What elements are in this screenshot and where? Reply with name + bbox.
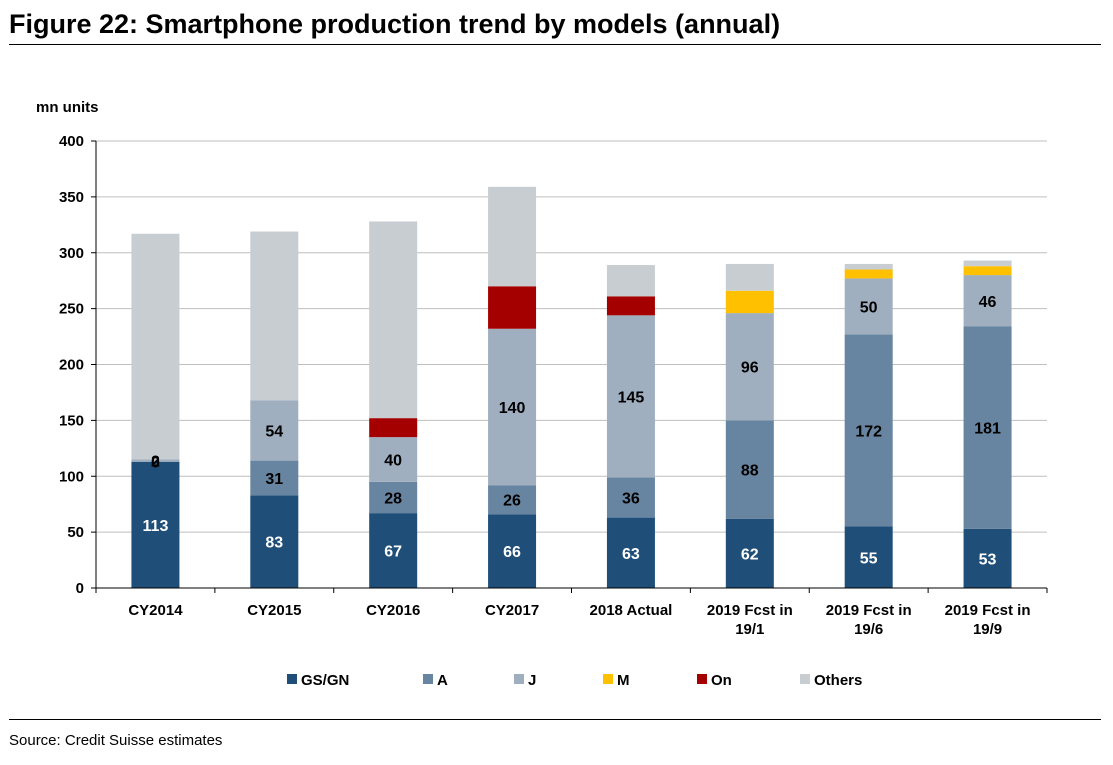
bar-segment-gs-gn — [369, 513, 418, 588]
data-label: 63 — [622, 546, 640, 563]
bar-segment-m — [844, 269, 893, 279]
bar-segment-j — [844, 278, 893, 335]
bar-segment-others — [963, 260, 1012, 267]
bar-segment-gs-gn — [963, 528, 1012, 588]
bar-segment-j — [963, 275, 1012, 327]
data-label: 54 — [265, 423, 283, 440]
data-label: 88 — [741, 463, 759, 480]
source-rule — [9, 719, 1101, 720]
data-label: 140 — [499, 400, 526, 417]
legend-swatch — [603, 674, 613, 684]
bar-segment-gs-gn — [488, 514, 537, 588]
data-label: 26 — [503, 493, 521, 510]
bar-segment-j — [131, 459, 180, 462]
x-category-label: 2018 Actual — [590, 602, 673, 619]
data-label: 96 — [741, 360, 759, 377]
legend-label: A — [437, 672, 448, 689]
x-category-label: 19/1 — [735, 621, 764, 638]
legend-label: On — [711, 672, 732, 689]
bar-segment-j — [606, 315, 655, 478]
bar-segment-gs-gn — [250, 495, 299, 588]
legend-label: GS/GN — [301, 672, 349, 689]
bar-segment-others — [725, 263, 774, 291]
bar-segment-on — [488, 286, 537, 329]
legend-swatch — [423, 674, 433, 684]
data-label: 67 — [384, 544, 402, 561]
bar-segment-j — [725, 313, 774, 421]
data-label: 53 — [979, 551, 997, 568]
bar-segment-a — [606, 477, 655, 518]
legend-swatch — [800, 674, 810, 684]
bar-segment-others — [369, 221, 418, 419]
data-label: 172 — [855, 423, 882, 440]
y-tick-label: 250 — [59, 301, 84, 318]
x-category-label: CY2015 — [247, 602, 301, 619]
legend-swatch — [287, 674, 297, 684]
data-label: 0 — [151, 455, 160, 472]
legend-swatch — [697, 674, 707, 684]
y-tick-label: 50 — [67, 524, 84, 541]
x-category-label: 19/6 — [854, 621, 883, 638]
legend-label: Others — [814, 672, 862, 689]
bar-segment-gs-gn — [606, 517, 655, 588]
y-tick-label: 400 — [59, 133, 84, 150]
y-tick-label: 100 — [59, 468, 84, 485]
bar-segment-others — [250, 231, 299, 401]
bar-segment-gs-gn — [725, 518, 774, 588]
bar-segment-gs-gn — [131, 461, 180, 588]
bar-segment-j — [488, 328, 537, 486]
data-label: 83 — [265, 535, 283, 552]
y-tick-label: 300 — [59, 245, 84, 262]
bar-segment-j — [250, 400, 299, 461]
y-tick-label: 150 — [59, 412, 84, 429]
data-label: 181 — [974, 421, 1001, 438]
data-label: 55 — [860, 550, 878, 567]
bar-segment-a — [369, 481, 418, 514]
legend-swatch — [514, 674, 524, 684]
source-note: Source: Credit Suisse estimates — [9, 732, 223, 749]
x-category-label: 2019 Fcst in — [707, 602, 793, 619]
data-label: 46 — [979, 294, 997, 311]
x-category-label: 2019 Fcst in — [945, 602, 1031, 619]
bar-segment-gs-gn — [844, 526, 893, 588]
title-rule — [9, 44, 1101, 45]
x-category-label: CY2016 — [366, 602, 420, 619]
bar-segment-others — [606, 265, 655, 297]
data-label: 145 — [618, 389, 645, 406]
legend-label: M — [617, 672, 630, 689]
data-label: 2 — [151, 454, 160, 471]
bar-segment-a — [844, 334, 893, 527]
x-category-label: CY2017 — [485, 602, 539, 619]
x-category-label: 2019 Fcst in — [826, 602, 912, 619]
data-label: 40 — [384, 452, 402, 469]
bar-segment-on — [606, 296, 655, 316]
data-label: 50 — [860, 299, 878, 316]
bar-segment-a — [250, 460, 299, 496]
bar-segment-a — [725, 420, 774, 519]
y-axis-label: mn units — [36, 99, 99, 116]
data-label: 28 — [384, 490, 402, 507]
bar-segment-others — [488, 186, 537, 287]
x-category-label: CY2014 — [128, 602, 183, 619]
data-label: 36 — [622, 490, 640, 507]
data-label: 66 — [503, 544, 521, 561]
x-category-label: 19/9 — [973, 621, 1002, 638]
bar-segment-a — [963, 326, 1012, 529]
data-label: 113 — [143, 518, 169, 535]
figure-title: Figure 22: Smartphone production trend b… — [9, 9, 781, 39]
bar-segment-a — [488, 485, 537, 515]
data-label: 31 — [265, 471, 283, 488]
legend-label: J — [528, 672, 536, 689]
bar-segment-others — [844, 263, 893, 270]
bar-segment-j — [369, 437, 418, 482]
y-tick-label: 350 — [59, 189, 84, 206]
bar-segment-on — [369, 418, 418, 438]
bar-segment-others — [131, 233, 180, 460]
y-tick-label: 200 — [59, 357, 84, 374]
bar-segment-m — [963, 266, 1012, 276]
bar-segment-m — [725, 290, 774, 314]
data-label: 62 — [741, 546, 759, 563]
y-tick-label: 0 — [76, 580, 84, 597]
